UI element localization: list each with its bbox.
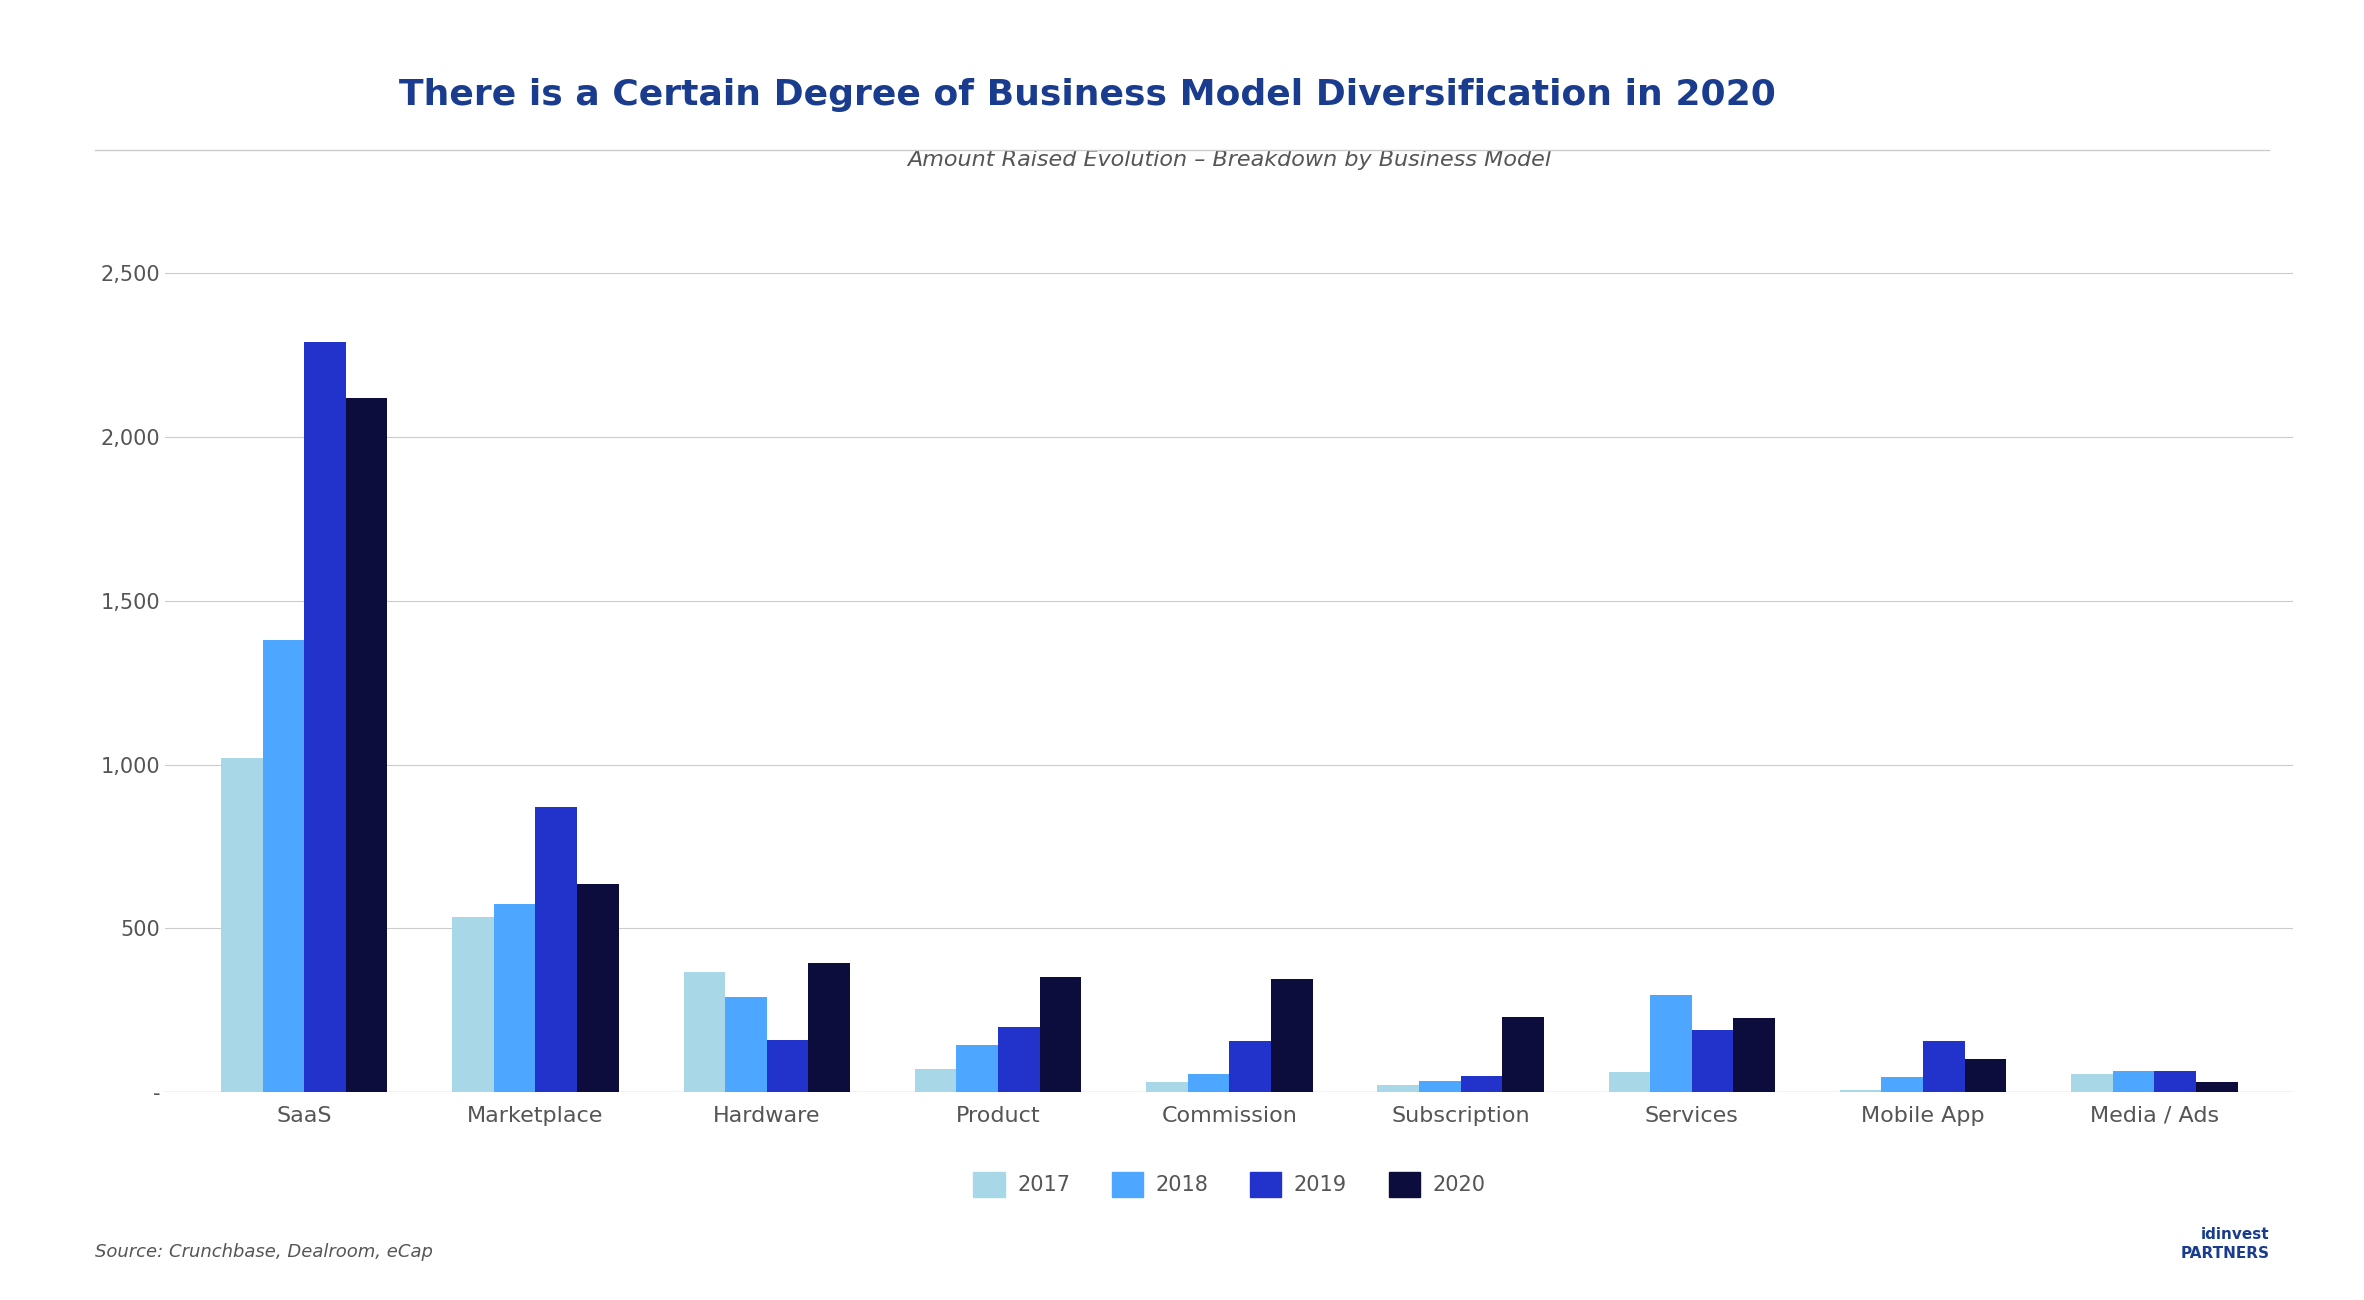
Bar (1733, 1018, 1775, 1092)
Text: There is a Certain Degree of Business Model Diversification in 2020: There is a Certain Degree of Business Mo… (400, 78, 1775, 112)
Bar (537, 807, 577, 1092)
Bar (2154, 1071, 2196, 1092)
Bar (494, 903, 537, 1092)
Bar (1501, 1017, 1544, 1092)
Bar (452, 916, 494, 1092)
Bar (1187, 1074, 1229, 1092)
Bar (1693, 1030, 1733, 1092)
Bar (1378, 1086, 1418, 1092)
Bar (1461, 1075, 1501, 1092)
Text: Source: Crunchbase, Dealroom, eCap: Source: Crunchbase, Dealroom, eCap (95, 1243, 433, 1261)
Bar (915, 1069, 957, 1092)
Legend: 2017, 2018, 2019, 2020: 2017, 2018, 2019, 2020 (965, 1164, 1494, 1205)
Bar (1272, 979, 1312, 1092)
Bar (726, 997, 766, 1092)
Bar (808, 963, 851, 1092)
Bar (1147, 1082, 1187, 1092)
Bar (577, 884, 619, 1092)
Title: Amount Raised Evolution – Breakdown by Business Model: Amount Raised Evolution – Breakdown by B… (908, 151, 1551, 170)
Bar (2196, 1082, 2239, 1092)
Bar (766, 1040, 808, 1092)
Bar (345, 398, 388, 1092)
Bar (1040, 978, 1080, 1092)
Bar (2071, 1074, 2113, 1092)
Bar (998, 1027, 1040, 1092)
Bar (1418, 1080, 1461, 1092)
Bar (957, 1044, 998, 1092)
Bar (220, 758, 262, 1092)
Bar (305, 342, 345, 1092)
Bar (262, 640, 305, 1092)
Bar (2113, 1071, 2154, 1092)
Bar (1964, 1060, 2007, 1092)
Bar (1608, 1072, 1650, 1092)
Text: idinvest
PARTNERS: idinvest PARTNERS (2180, 1227, 2269, 1261)
Bar (1229, 1041, 1272, 1092)
Bar (1650, 996, 1693, 1092)
Bar (1839, 1091, 1882, 1092)
Bar (1882, 1078, 1922, 1092)
Bar (1922, 1041, 1964, 1092)
Bar (683, 972, 726, 1092)
